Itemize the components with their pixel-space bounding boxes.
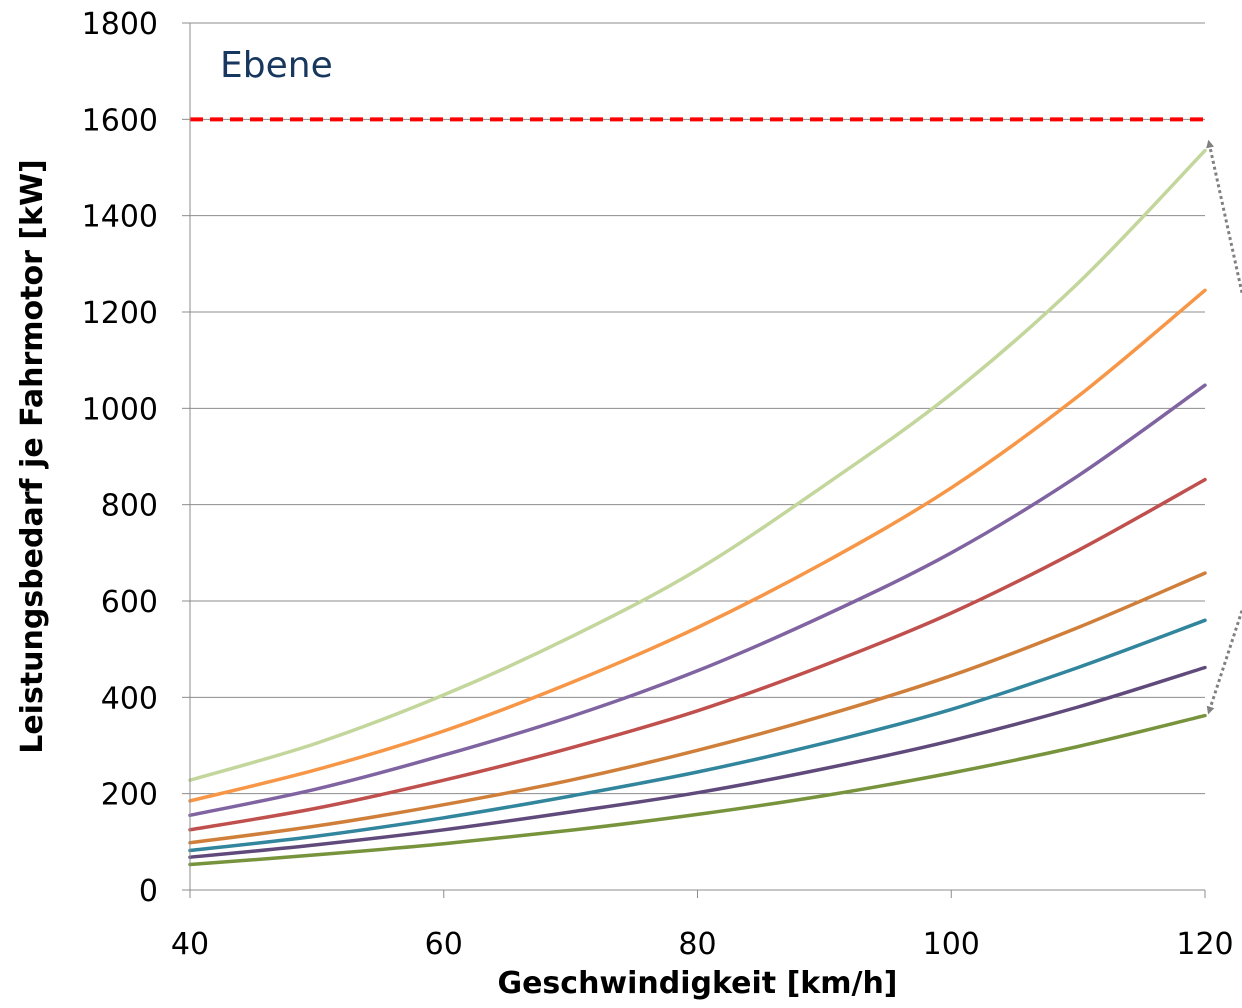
x-tick-label: 80 [678,927,716,962]
y-tick-label: 1600 [82,103,158,138]
x-tick-label: 60 [425,927,463,962]
range-arrows [1206,139,1242,715]
y-tick-label: 600 [101,585,158,620]
x-tick-label: 120 [1176,927,1233,962]
x-axis-title: Geschwindigkeit [km/h] [497,966,897,1001]
y-tick-label: 1800 [82,7,158,42]
series-line-6 [188,618,1207,853]
y-tick-label: 1400 [82,200,158,235]
series-lines [188,148,1207,867]
series-line-4 [188,477,1207,832]
series-line-8 [188,713,1207,867]
series-line-2 [188,288,1207,803]
series-line-5 [188,571,1207,845]
series-line-3 [188,383,1207,818]
y-axis-title: Leistungsbedarf je Fahrmotor [kW] [15,159,50,754]
y-tick-label: 1200 [82,296,158,331]
y-tick-label: 800 [101,489,158,524]
arrow-down [1206,610,1242,715]
y-tick-label: 0 [139,874,158,909]
annotation-ebene: Ebene [220,45,333,86]
axes: 0 200 400 600 800 1000 1200 1400 1600 1800 40 60 80 1… [82,7,1234,962]
y-tick-label: 1000 [82,392,158,427]
gridlines [190,22,1205,795]
series-line-7 [188,665,1207,859]
arrow-up [1206,139,1242,294]
x-tick-label: 100 [923,927,980,962]
y-tick-label: 200 [101,778,158,813]
y-tick-label: 400 [101,681,158,716]
x-tick-label: 40 [171,927,209,962]
series-line-1 [188,148,1207,782]
